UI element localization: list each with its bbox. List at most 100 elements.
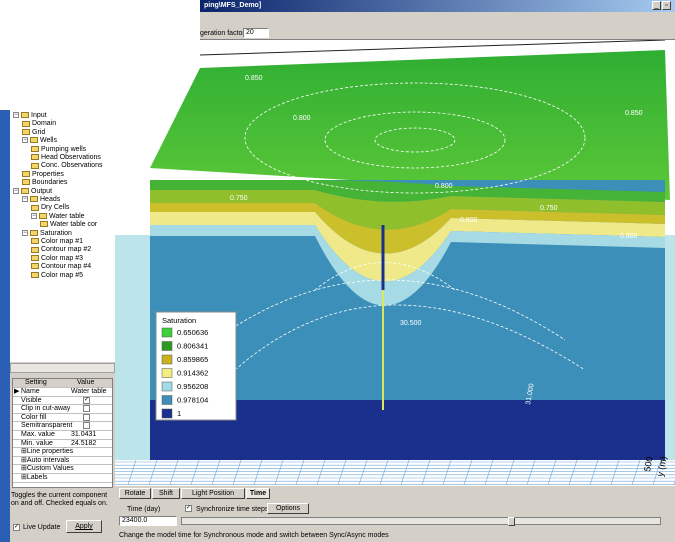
folder-icon [40, 221, 48, 228]
tree-item[interactable]: Water table cor [40, 221, 97, 229]
tree-item[interactable]: Contour map #4 [31, 263, 91, 271]
bottom-panel: Rotate Shift Light Position Time Time (day)… [115, 485, 675, 542]
axis-label: y (m) [655, 455, 668, 477]
floor-line [379, 459, 389, 485]
tree-item[interactable]: Head Observations [31, 154, 101, 162]
contour-label: 0.800 [293, 115, 311, 122]
contour-label: 30.500 [400, 320, 422, 327]
expander[interactable]: − [22, 137, 28, 144]
window-title: ping\MFS_Demo] [204, 2, 262, 9]
property-row[interactable]: Color fill [13, 413, 112, 423]
floor-line [211, 459, 221, 485]
property-checkbox[interactable] [83, 422, 90, 430]
tree-item[interactable]: Color map #3 [31, 255, 83, 263]
property-row[interactable]: ⊞Auto intervals [13, 457, 112, 466]
legend: Saturation 0.650636 0.806341 0.859865 0.9143… [155, 311, 237, 421]
tree-view: − Input Domain Grid − Wells Pumping wells Head … [10, 110, 115, 362]
tree-item[interactable]: Dry Cells [31, 204, 69, 212]
tree-item[interactable]: Pumping wells [31, 146, 86, 154]
tree-item[interactable]: Grid [22, 129, 45, 137]
tree-item[interactable]: − Water table [31, 213, 85, 221]
tree-item[interactable]: Contour map #2 [31, 246, 91, 254]
live-update-checkbox[interactable]: ✓ [13, 524, 20, 531]
tree-item[interactable]: Boundaries [22, 179, 67, 187]
tree-label: Properties [32, 170, 64, 178]
tree-item[interactable]: Domain [22, 120, 56, 128]
floor-line [526, 459, 536, 485]
folder-icon [22, 128, 30, 135]
tree-label: Color map #5 [41, 271, 84, 279]
property-checkbox[interactable] [83, 413, 90, 421]
contour-label: 0.750 [540, 205, 558, 212]
property-row[interactable]: ⊞Custom Values [13, 465, 112, 474]
tree-item[interactable]: Color map #5 [31, 272, 83, 280]
tree-item[interactable]: − Input [13, 112, 47, 120]
options-button[interactable]: Options [267, 503, 309, 514]
tree-item[interactable]: − Heads [22, 196, 60, 204]
expander[interactable]: − [13, 187, 19, 194]
property-row[interactable]: Min. value 24.5182 [13, 440, 112, 449]
contour-label: 0.850 [245, 75, 263, 82]
floor-line [631, 459, 641, 485]
legend-label: 0.650636 [177, 328, 208, 337]
time-label: Time (day) [127, 506, 161, 513]
property-name: Name [21, 388, 40, 395]
tree-label: Dry Cells [41, 204, 70, 212]
time-slider[interactable] [181, 517, 661, 526]
band [150, 203, 665, 254]
property-name: Max. value [21, 431, 55, 438]
slider-thumb[interactable] [508, 517, 515, 526]
folder-icon [31, 238, 39, 245]
tree-label: Water table cor [50, 221, 98, 229]
property-checkbox[interactable] [83, 405, 90, 413]
apply-button[interactable]: Apply [66, 520, 102, 533]
tab[interactable]: Rotate [119, 488, 151, 499]
floor-line [589, 459, 599, 485]
property-row[interactable]: Max. value 31.0431 [13, 431, 112, 440]
property-row[interactable]: ⊞Labels [13, 474, 112, 483]
expander[interactable]: − [31, 212, 37, 219]
tree-label: Contour map #4 [41, 263, 92, 271]
maximize-button[interactable]: ▫ [662, 1, 671, 10]
property-checkbox[interactable]: ✓ [83, 396, 90, 404]
tree-item[interactable]: Properties [22, 171, 64, 179]
tree-item[interactable]: Color map #1 [31, 238, 83, 246]
minimize-button[interactable]: _ [652, 1, 661, 10]
status-text: Change the model time for Synchronous mo… [119, 532, 389, 539]
expander[interactable]: − [13, 112, 19, 119]
property-row[interactable]: Semitransparent [13, 422, 112, 431]
tree-item[interactable]: Conc. Observations [31, 162, 102, 170]
tab[interactable]: Time [246, 488, 270, 499]
property-row[interactable]: ⊞Line properties [13, 448, 112, 457]
row-pointer: ▶ [14, 388, 20, 395]
time-input[interactable]: 23400.0 [119, 516, 177, 526]
folder-icon [30, 229, 38, 236]
tree-item[interactable]: − Output [13, 188, 52, 196]
folder-icon [22, 170, 30, 177]
folder-icon [31, 263, 39, 270]
contour-label: 31.000 [525, 383, 536, 405]
floor-line [400, 459, 410, 485]
property-row[interactable]: Clip in cut-away [13, 405, 112, 414]
floor-line [610, 459, 620, 485]
tree-label: Output [31, 187, 53, 195]
tree-item[interactable]: − Saturation [22, 230, 72, 238]
tree-item[interactable]: − Wells [22, 137, 57, 145]
title-bar: ping\MFS_Demo] _ ▫ [200, 0, 675, 12]
tab[interactable]: Light Position [181, 488, 245, 499]
expander[interactable]: − [22, 196, 28, 203]
property-name: ⊞Custom Values [21, 465, 74, 473]
floor-line [652, 459, 662, 485]
tab[interactable]: Shift [152, 488, 180, 499]
tree-label: Wells [40, 137, 57, 145]
box-edge [199, 40, 666, 56]
horizontal-scrollbar[interactable] [10, 363, 115, 373]
factor-input[interactable]: 20 [243, 28, 269, 38]
legend-swatch [161, 354, 173, 365]
property-row[interactable]: ▶ Name Water table [13, 388, 112, 397]
property-row[interactable]: Visible ✓ [13, 396, 112, 406]
folder-icon [31, 271, 39, 278]
sync-checkbox[interactable]: ✓ [185, 505, 192, 512]
expander[interactable]: − [22, 229, 28, 236]
toolbar-label: geration factor [200, 30, 245, 37]
